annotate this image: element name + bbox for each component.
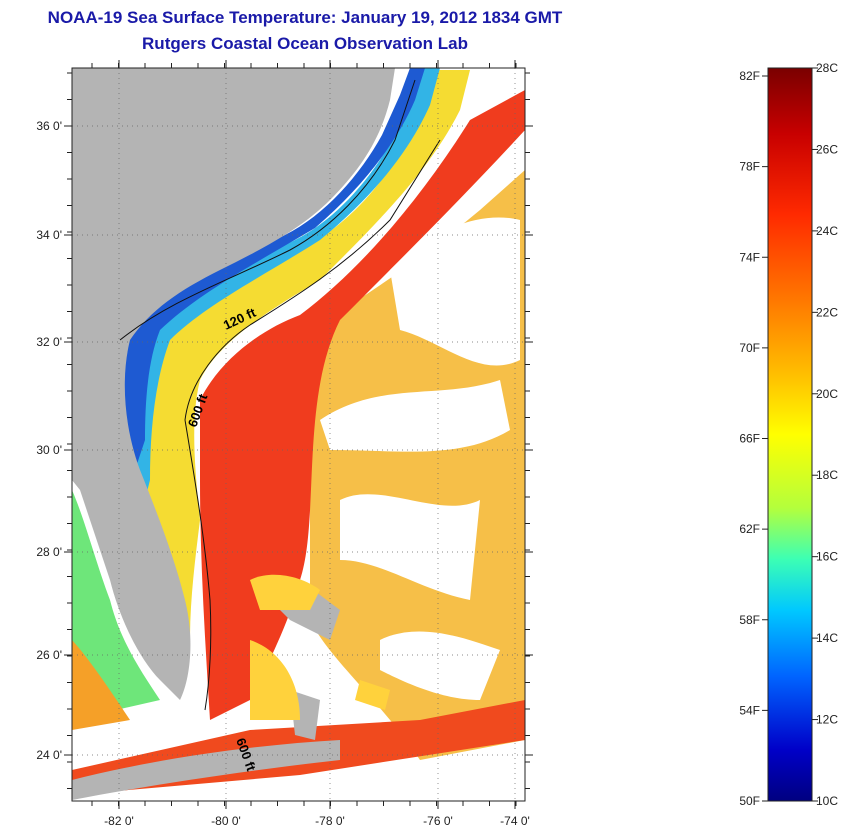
colorbar-c-label: 22C	[816, 305, 838, 319]
lon-tick-label: -80 0'	[211, 814, 241, 828]
colorbar-f-label: 50F	[739, 794, 760, 808]
lat-tick-label: 36 0'	[36, 119, 62, 133]
colorbar-f-label: 78F	[739, 160, 760, 174]
gulf-stream	[200, 90, 525, 720]
colorbar-c-label: 14C	[816, 631, 838, 645]
cloud-cover	[390, 217, 520, 366]
colorbar-c-label: 18C	[816, 468, 838, 482]
lat-tick-label: 32 0'	[36, 335, 62, 349]
lat-tick-label: 34 0'	[36, 228, 62, 242]
colorbar-c-label: 12C	[816, 713, 838, 727]
colorbar-c-label: 28C	[816, 61, 838, 75]
map-subtitle: Rutgers Coastal Ocean Observation Lab	[142, 34, 468, 53]
colorbar-f-label: 54F	[739, 703, 760, 717]
lon-tick-label: -82 0'	[104, 814, 134, 828]
lat-tick-label: 26 0'	[36, 648, 62, 662]
colorbar	[767, 67, 813, 802]
lon-tick-label: -76 0'	[423, 814, 453, 828]
lat-tick-label: 28 0'	[36, 545, 62, 559]
colorbar-f-label: 70F	[739, 341, 760, 355]
contour-600ft	[184, 139, 441, 711]
land-mainland	[72, 68, 395, 700]
colorbar-c-label: 20C	[816, 387, 838, 401]
colorbar-f-label: 66F	[739, 432, 760, 446]
colorbar-f-label: 58F	[739, 613, 760, 627]
colorbar-f-label: 74F	[739, 250, 760, 264]
lat-tick-label: 30 0'	[36, 443, 62, 457]
contour-120ft	[119, 79, 416, 341]
map-area	[72, 68, 525, 801]
colorbar-c-label: 16C	[816, 550, 838, 564]
map-title: NOAA-19 Sea Surface Temperature: January…	[47, 8, 563, 27]
colorbar-f-label: 62F	[739, 522, 760, 536]
colorbar-c-label: 24C	[816, 224, 838, 238]
colorbar-c-label: 26C	[816, 142, 838, 156]
map-frame	[71, 67, 526, 802]
colorbar-c-label: 10C	[816, 794, 838, 808]
colorbar-f-label: 82F	[739, 69, 760, 83]
lat-tick-label: 24 0'	[36, 748, 62, 762]
lon-tick-label: -74 0'	[500, 814, 530, 828]
lon-tick-label: -78 0'	[315, 814, 345, 828]
